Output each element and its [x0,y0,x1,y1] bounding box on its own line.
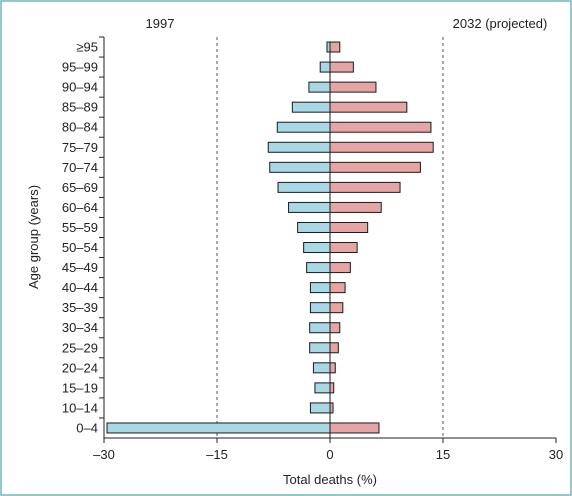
left-period-title: 1997 [146,16,175,31]
x-tick-label: –15 [206,447,228,462]
bar-1997 [308,81,331,93]
bar-2032 [329,221,369,233]
bar-1997 [314,382,331,394]
category-label: 95–99 [62,60,98,75]
category-label: 80–84 [62,120,98,135]
category-label: 50–54 [62,240,98,255]
bar-1997 [291,101,331,113]
bar-1997 [288,201,331,213]
category-label: 65–69 [62,180,98,195]
bar-2032 [329,61,354,73]
bar-1997 [269,161,331,173]
x-tick-label: –30 [93,447,115,462]
bar-1997 [309,322,331,334]
category-label: 60–64 [62,200,98,215]
x-tick-label: 30 [549,447,563,462]
category-label: 35–39 [62,300,98,315]
category-label: 40–44 [62,280,98,295]
bar-1997 [319,61,331,73]
category-label: 20–24 [62,360,98,375]
bar-1997 [312,362,331,374]
bar-2032 [329,422,380,434]
ticks: –30 –15 0 15 30 [93,36,563,462]
bar-2032 [329,362,336,374]
x-axis-label: Total deaths (%) [283,472,377,487]
bar-1997 [309,282,331,294]
bar-2032 [329,282,346,294]
bar-2032 [329,101,408,113]
bar-1997 [276,121,331,133]
bar-1997 [309,342,331,354]
category-label: 15–19 [62,380,98,395]
bar-1997 [309,302,331,314]
bar-2032 [329,161,421,173]
bar-1997 [303,242,331,254]
category-label: 70–74 [62,160,98,175]
bar-2032 [329,382,335,394]
category-label: 75–79 [62,140,98,155]
bar-1997 [106,422,331,434]
category-label: 0–4 [76,420,98,435]
bar-2032 [329,262,351,274]
bar-2032 [329,141,434,153]
x-tick-label: 0 [326,447,333,462]
bar-1997 [297,221,331,233]
bar-2032 [329,322,341,334]
bar-2032 [329,242,358,254]
category-label: 10–14 [62,400,98,415]
bar-2032 [329,41,341,53]
category-label: 45–49 [62,260,98,275]
bar-1997 [277,181,331,193]
category-labels: 0–4 10–14 15–19 20–24 25–29 30–34 35–39 40–44 45… [62,40,98,436]
category-label: 85–89 [62,100,98,115]
bars [106,41,434,438]
category-label: 90–94 [62,80,98,95]
category-label: 55–59 [62,220,98,235]
bar-2032 [329,342,339,354]
category-label: 25–29 [62,340,98,355]
bar-1997 [306,262,331,274]
right-period-title: 2032 (projected) [453,16,548,31]
gridlines [216,37,444,438]
category-label: 30–34 [62,320,98,335]
bar-1997 [267,141,331,153]
bar-2032 [329,201,382,213]
bar-2032 [329,121,432,133]
bar-2032 [329,81,377,93]
category-label: ≥95 [76,40,98,55]
y-axis-label: Age group (years) [26,185,41,289]
bar-2032 [329,302,344,314]
x-tick-label: 15 [436,447,450,462]
bar-2032 [329,181,401,193]
bar-1997 [309,402,331,414]
